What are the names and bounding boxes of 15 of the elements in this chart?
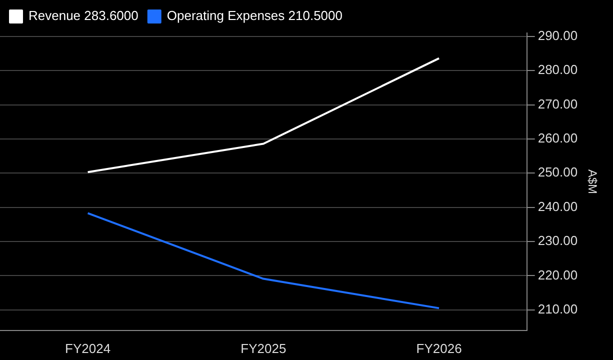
y-tick-label: 260.00 bbox=[538, 130, 578, 146]
y-tick-label: 250.00 bbox=[538, 164, 578, 180]
y-tick-label: 220.00 bbox=[538, 267, 578, 282]
y-tick-label: 270.00 bbox=[538, 96, 578, 112]
y-tick-label: 230.00 bbox=[538, 233, 578, 248]
y-axis-title: A$M bbox=[585, 169, 600, 194]
y-tick-label: 280.00 bbox=[538, 62, 578, 78]
legend-label: Revenue 283.6000 bbox=[28, 8, 138, 24]
x-tick-label: FY2026 bbox=[416, 340, 462, 356]
y-tick-label: 290.00 bbox=[538, 28, 578, 43]
x-tick-label: FY2025 bbox=[240, 340, 286, 356]
y-tick-label: 210.00 bbox=[538, 301, 578, 316]
x-tick-label: FY2024 bbox=[65, 340, 111, 356]
y-tick-label: 240.00 bbox=[538, 198, 578, 214]
legend-label: Operating Expenses 210.5000 bbox=[166, 8, 343, 24]
